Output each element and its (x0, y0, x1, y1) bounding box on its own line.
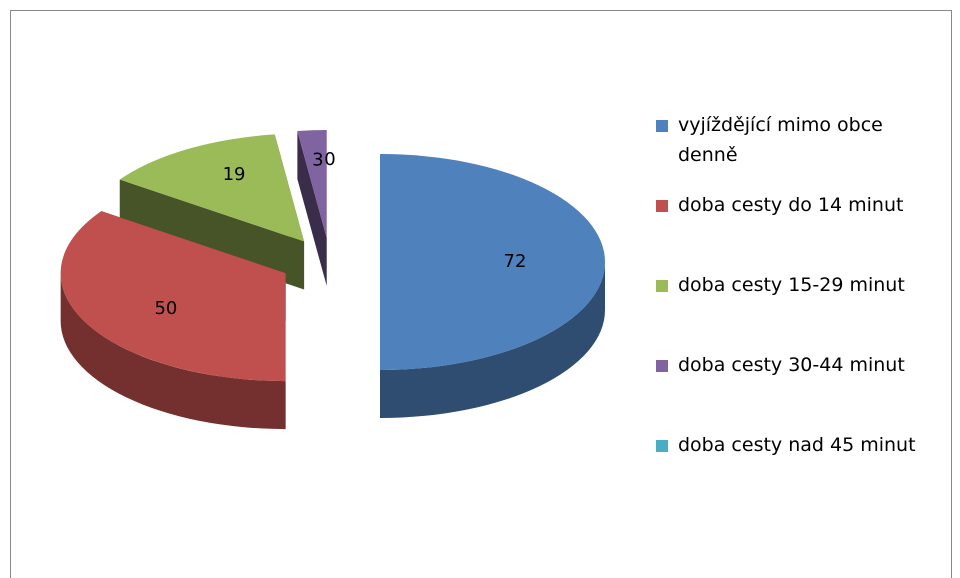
legend-label: doba cesty nad 45 minut (678, 434, 916, 456)
slice-top (297, 130, 327, 239)
chart-border (10, 10, 952, 578)
data-label: 0 (324, 149, 335, 170)
data-label: 72 (504, 251, 527, 272)
legend-item: doba cesty nad 45 minut (656, 430, 946, 510)
legend-label: doba cesty do 14 minut (678, 194, 904, 216)
slice-top (119, 134, 305, 242)
slice-side (60, 273, 286, 430)
slice-top (60, 211, 286, 382)
legend-item: vyjíždějící mimo obce denně (656, 110, 946, 190)
legend-label: doba cesty 15-29 minut (678, 274, 905, 296)
legend-item: doba cesty 15-29 minut (656, 270, 946, 350)
data-label: 50 (154, 298, 177, 319)
legend-swatch (656, 360, 668, 372)
legend-swatch (656, 440, 668, 452)
legend-swatch (656, 120, 668, 132)
slice-side (380, 262, 605, 418)
slice (119, 134, 305, 290)
legend-item: doba cesty do 14 minut (656, 190, 946, 270)
legend-swatch (656, 200, 668, 212)
data-label: 3 (312, 149, 323, 170)
legend-label: doba cesty 30-44 minut (678, 354, 905, 376)
legend-label: vyjíždějící mimo obce denně (678, 114, 883, 166)
slice (380, 154, 605, 418)
slice (60, 211, 286, 430)
slice-wall (119, 179, 305, 290)
legend-swatch (656, 280, 668, 292)
slice-top (380, 154, 605, 370)
data-label: 19 (223, 164, 246, 185)
slice-wall (297, 130, 327, 287)
legend: vyjíždějící mimo obce denně doba cesty do… (656, 110, 946, 510)
legend-item: doba cesty 30-44 minut (656, 350, 946, 430)
slice (297, 130, 327, 287)
